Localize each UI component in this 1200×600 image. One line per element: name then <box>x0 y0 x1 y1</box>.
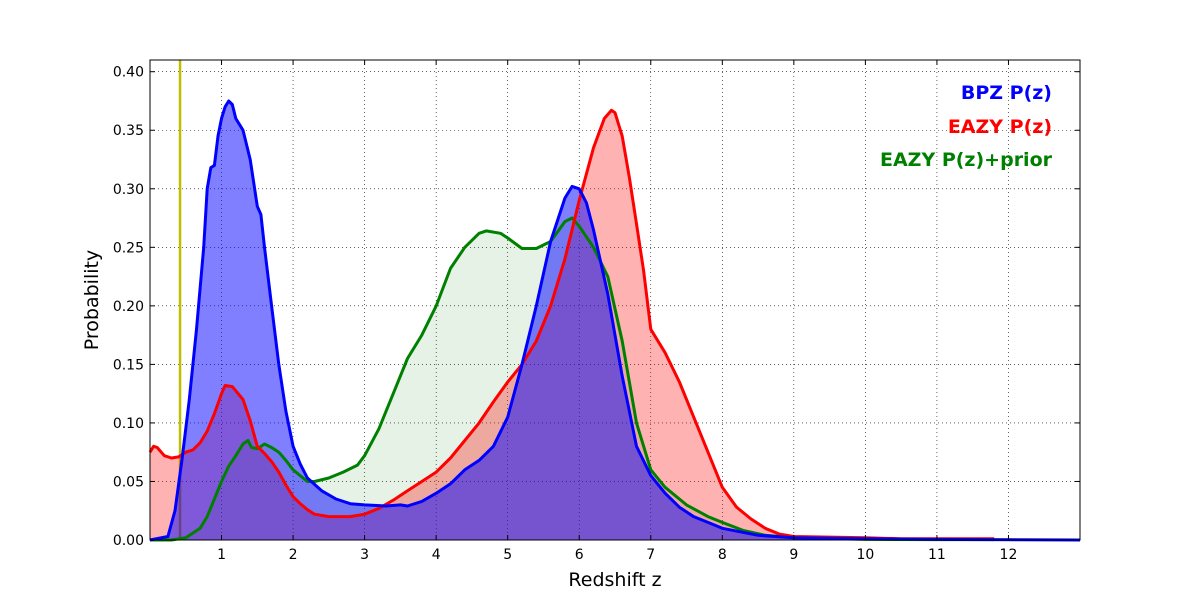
x-tick-label: 10 <box>856 547 874 563</box>
series-fill-bpz-p-z <box>150 101 1080 540</box>
series-line-eazy-p-z-prior <box>150 216 995 542</box>
x-tick-label: 3 <box>360 547 369 563</box>
legend-eazy-prior: EAZY P(z)+prior <box>880 149 1053 171</box>
x-tick-label: 4 <box>432 547 441 563</box>
plot-frame <box>149 59 1081 541</box>
legend-bpz: BPZ P(z) <box>961 82 1052 104</box>
x-tick-label: 2 <box>289 547 298 563</box>
y-tick-label: 0.15 <box>113 357 144 373</box>
y-tick-label: 0.00 <box>113 533 144 549</box>
legend-eazy: EAZY P(z) <box>948 116 1052 138</box>
y-tick-label: 0.10 <box>113 416 144 432</box>
x-tick-label: 7 <box>646 547 655 563</box>
axis-ticks: 1 2 3 4 5 6 7 8 9 10 11 120.000.050.100.150.200.250… <box>113 60 1080 563</box>
y-tick-label: 0.05 <box>113 474 144 490</box>
y-tick-label: 0.40 <box>113 65 144 81</box>
y-tick-label: 0.25 <box>113 240 144 256</box>
y-tick-label: 0.30 <box>113 182 144 198</box>
x-tick-label: 8 <box>718 547 727 563</box>
legend: BPZ P(z) EAZY P(z) EAZY P(z)+prior <box>880 82 1053 171</box>
series-lines <box>148 99 1081 542</box>
x-tick-label: 5 <box>503 547 512 563</box>
series-fills <box>150 101 1080 541</box>
y-tick-label: 0.20 <box>113 299 144 315</box>
x-tick-label: 1 <box>217 547 226 563</box>
series-line-bpz-p-z <box>149 99 1081 542</box>
x-tick-label: 6 <box>575 547 584 563</box>
x-tick-label: 12 <box>1000 547 1018 563</box>
x-tick-label: 9 <box>789 547 798 563</box>
x-axis-label: Redshift z <box>568 569 661 591</box>
x-tick-label: 11 <box>928 547 946 563</box>
y-axis-label: Probability <box>81 250 103 350</box>
series-line-eazy-p-z <box>148 108 995 541</box>
y-tick-label: 0.35 <box>113 123 144 139</box>
